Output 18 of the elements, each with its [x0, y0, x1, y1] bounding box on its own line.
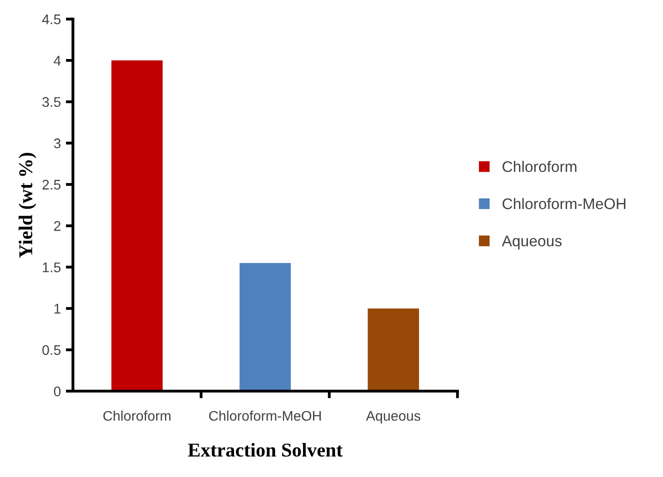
legend-label: Aqueous [502, 236, 562, 250]
y-tick-label: 4.5 [42, 14, 61, 24]
y-axis-title: Yield (wt %) [18, 152, 36, 258]
y-tick-label: 1.5 [42, 262, 61, 272]
y-tick-label: 3.5 [42, 97, 61, 107]
y-tick-label: 2 [54, 221, 60, 231]
x-tick-label: Aqueous [366, 411, 420, 424]
legend-label: Chloroform-MeOH [502, 198, 626, 210]
y-tick-label: 2.5 [42, 180, 61, 190]
x-tick-label: Chloroform-MeOH [209, 410, 321, 421]
y-tick-label: 1 [54, 304, 60, 314]
y-tick-label: 3 [54, 138, 61, 148]
x-tick-label: Chloroform [103, 410, 170, 421]
y-tick-label: 0 [54, 386, 61, 396]
legend-label: Chloroform [502, 160, 576, 172]
x-axis-title: Extraction Solvent [188, 442, 343, 457]
y-tick-label: 4 [54, 56, 61, 66]
y-tick-label: 0.5 [42, 345, 61, 355]
